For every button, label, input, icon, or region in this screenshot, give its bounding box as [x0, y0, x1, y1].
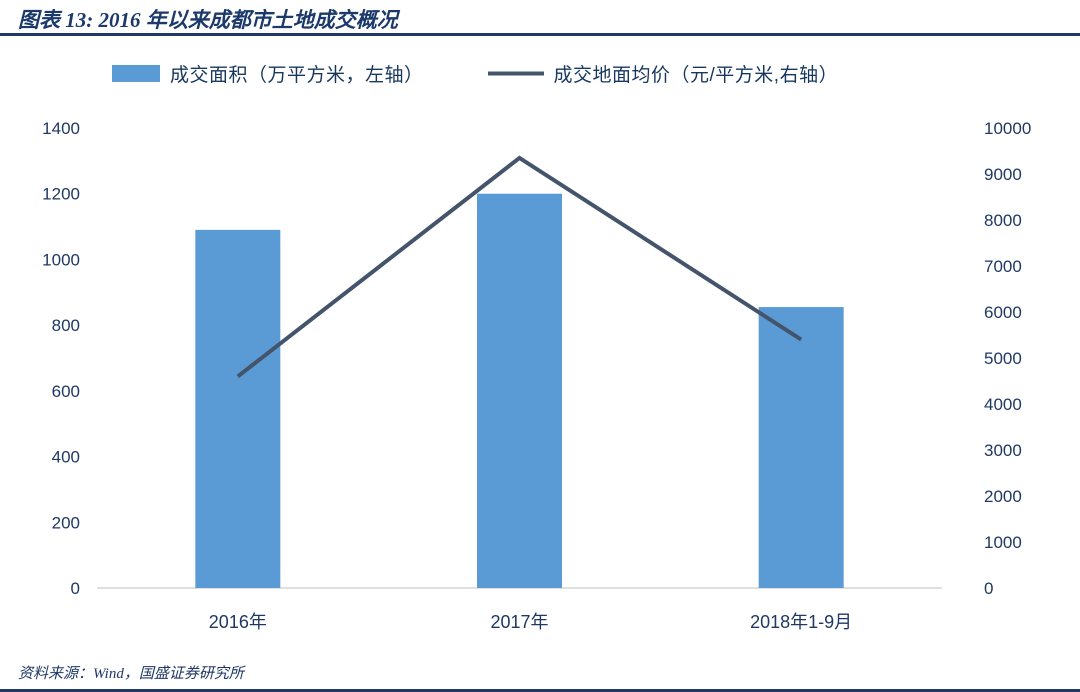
- legend-label-price: 成交地面均价（元/平方米,右轴）: [553, 65, 839, 86]
- right-axis-tick: 10000: [984, 119, 1031, 138]
- chart-legend: 成交面积（万平方米，左轴） 成交地面均价（元/平方米,右轴）: [112, 60, 838, 87]
- left-axis-tick: 800: [52, 316, 80, 335]
- right-axis-tick: 2000: [984, 487, 1022, 506]
- left-axis-tick: 1000: [42, 250, 80, 269]
- left-axis-tick: 1400: [42, 119, 80, 138]
- bar-swatch-icon: [112, 65, 160, 82]
- right-axis-tick: 8000: [984, 211, 1022, 230]
- legend-item-price: 成交地面均价（元/平方米,右轴）: [487, 60, 839, 87]
- category-label: 2017年: [490, 612, 548, 632]
- source-note: 资料来源：Wind，国盛证券研究所: [18, 666, 244, 682]
- left-axis-tick: 200: [52, 513, 80, 532]
- left-axis-tick: 400: [52, 448, 80, 467]
- legend-item-area: 成交面积（万平方米，左轴）: [112, 60, 424, 87]
- bar: [477, 193, 562, 588]
- right-axis-tick: 7000: [984, 257, 1022, 276]
- chart-svg: 0 200 400 600 800 1000 1200 1400 0 1000 2000 3000 40…: [42, 119, 1031, 632]
- line-swatch-icon: [487, 71, 544, 76]
- price-line: [236, 155, 803, 378]
- right-axis-tick: 4000: [984, 395, 1022, 414]
- left-axis-tick: 1200: [42, 185, 80, 204]
- legend-label-area: 成交面积（万平方米，左轴）: [170, 65, 424, 86]
- bar: [758, 307, 844, 588]
- right-axis-tick: 0: [984, 579, 993, 598]
- category-label: 2016年: [209, 612, 267, 632]
- category-label: 2018年1-9月: [750, 612, 852, 632]
- right-axis-tick: 5000: [984, 349, 1022, 368]
- right-axis-tick: 6000: [984, 303, 1022, 322]
- right-axis-tick: 9000: [984, 165, 1022, 184]
- page-title: 图表 13: 2016 年以来成都市土地成交概况: [18, 8, 398, 32]
- bar: [195, 229, 281, 588]
- right-axis-tick: 1000: [984, 533, 1022, 552]
- left-axis-tick: 0: [71, 579, 80, 598]
- title-divider: [0, 33, 1080, 36]
- right-axis-tick: 3000: [984, 441, 1022, 460]
- bottom-divider: [0, 689, 1080, 692]
- left-axis-tick: 600: [52, 382, 80, 401]
